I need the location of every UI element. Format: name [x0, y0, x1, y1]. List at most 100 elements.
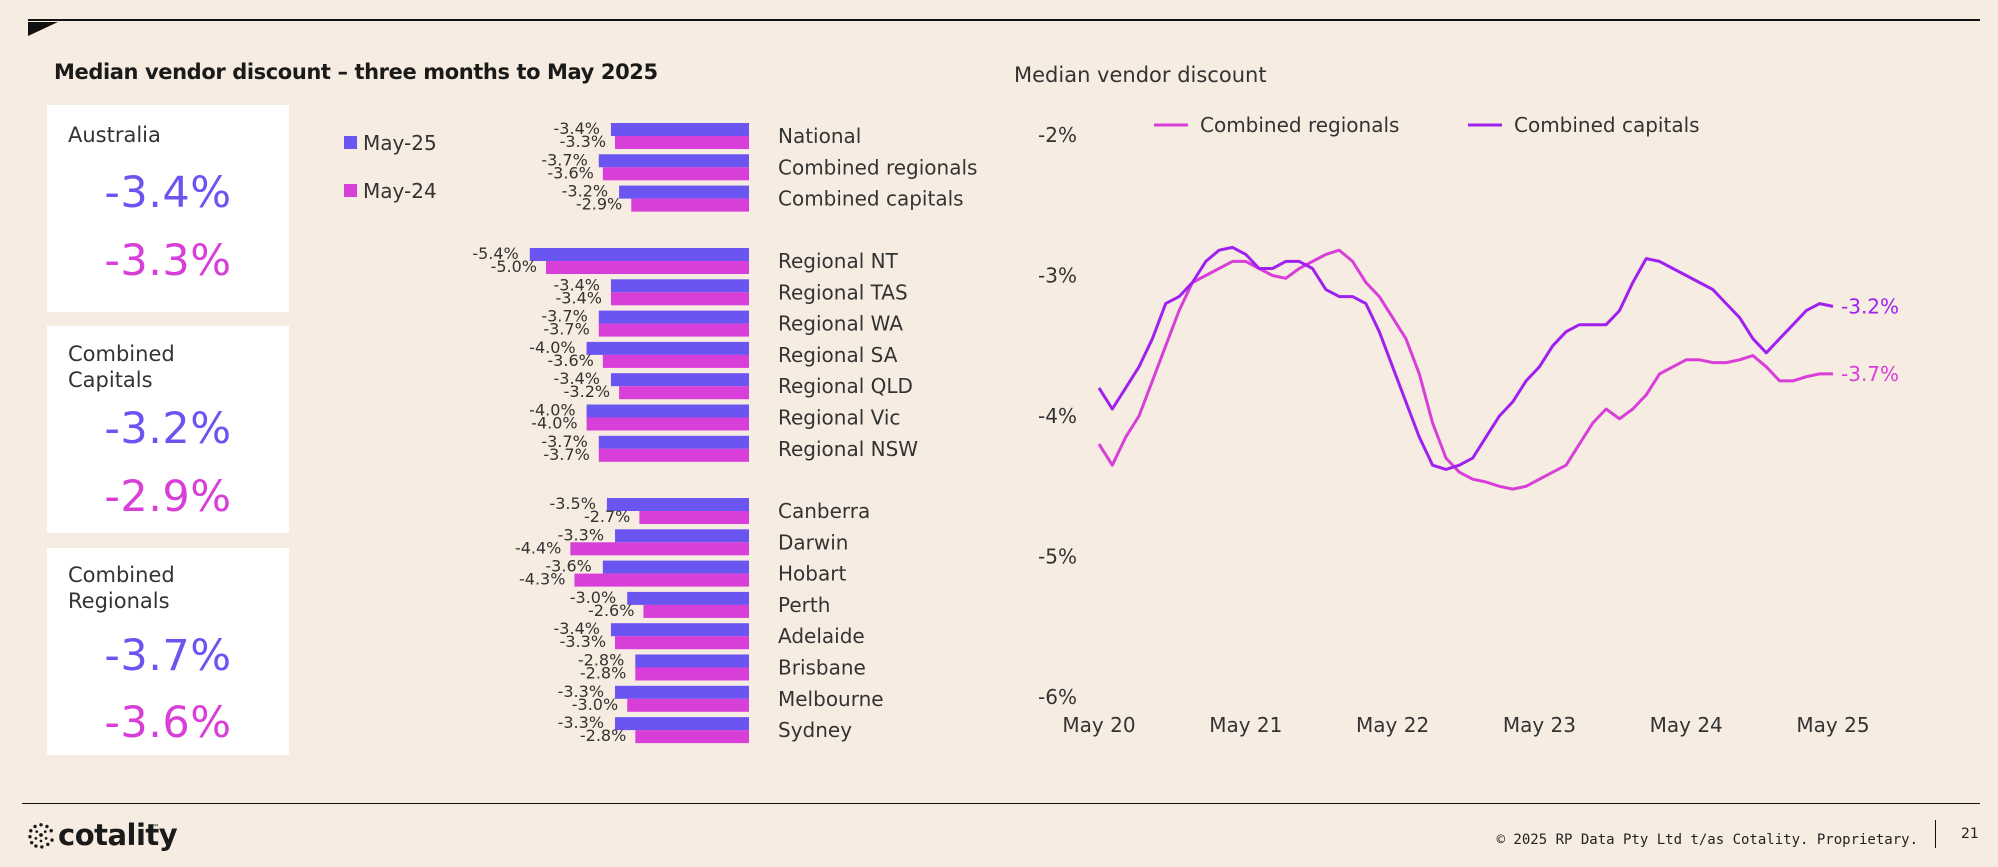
- footer-separator: [1935, 820, 1936, 848]
- y-tick-label: -2%: [1038, 123, 1077, 147]
- bar-may25-national: [610, 123, 749, 136]
- data-label-may25-adelaide: -3.4%: [554, 619, 600, 638]
- y-tick-label: -6%: [1038, 685, 1077, 709]
- bar-may25-regional-tas: [610, 279, 749, 293]
- legend-label-combined-regionals: Combined regionals: [1200, 113, 1399, 137]
- category-label-regional-sa: Regional SA: [778, 343, 898, 367]
- footer-trademark: ™: [152, 823, 160, 832]
- data-label-may24-hobart: -4.3%: [519, 570, 565, 589]
- category-label-combined-regionals: Combined regionals: [778, 155, 977, 179]
- end-label-combined-regionals: -3.7%: [1841, 362, 1899, 386]
- page-number: 21: [1961, 826, 1979, 842]
- data-label-may25-regional-tas: -3.4%: [554, 275, 600, 294]
- data-label-may24-melbourne: -3.0%: [572, 695, 618, 714]
- legend-swatch-may24: [344, 184, 357, 197]
- data-label-may25-regional-nt: -5.4%: [472, 244, 518, 263]
- category-label-national: National: [778, 124, 861, 148]
- bar-may25-combined-capitals: [619, 185, 749, 199]
- category-label-darwin: Darwin: [778, 530, 848, 554]
- bar-may25-melbourne: [615, 685, 749, 699]
- x-tick-label: May 22: [1356, 713, 1429, 737]
- category-label-combined-capitals: Combined capitals: [778, 187, 964, 211]
- category-label-adelaide: Adelaide: [778, 624, 865, 648]
- kpi-value-may25: -3.7%: [104, 631, 232, 681]
- series-line-combined-regionals: [1097, 248, 1833, 491]
- legend-label-may24: May-24: [363, 179, 437, 203]
- bar-may24-adelaide: [615, 636, 749, 650]
- kpi-card-combined-regionals: Combined Regionals -3.7% -3.6%: [47, 548, 289, 755]
- end-label-combined-capitals: -3.2%: [1841, 294, 1899, 318]
- kpi-card-combined-capitals: Combined Capitals -3.2% -2.9%: [47, 326, 289, 533]
- bar-may25-regional-nsw: [598, 435, 749, 449]
- data-label-may25-canberra: -3.5%: [549, 494, 595, 513]
- data-label-may24-perth: -2.6%: [588, 601, 634, 620]
- y-tick-label: -5%: [1038, 545, 1077, 569]
- data-label-may25-regional-vic: -4.0%: [529, 401, 575, 420]
- kpi-value-may25: -3.4%: [104, 168, 232, 218]
- x-tick-label: May 21: [1209, 713, 1282, 737]
- data-label-may25-regional-sa: -4.0%: [529, 338, 575, 357]
- category-label-regional-nsw: Regional NSW: [778, 437, 918, 461]
- bar-legend-may24: May-24: [344, 179, 437, 203]
- bar-may25-darwin: [615, 529, 749, 543]
- category-label-melbourne: Melbourne: [778, 687, 884, 711]
- bar-may25-adelaide: [610, 623, 749, 637]
- data-label-may24-brisbane: -2.8%: [580, 664, 626, 683]
- footer-brand: cotality: [58, 818, 178, 852]
- kpi-label: Combined Regionals: [68, 563, 175, 613]
- data-label-may24-regional-vic: -4.0%: [531, 414, 577, 433]
- kpi-label: Australia: [68, 123, 161, 147]
- bar-may25-sydney: [615, 717, 749, 731]
- category-label-perth: Perth: [778, 593, 830, 617]
- data-label-may24-sydney: -2.8%: [580, 726, 626, 745]
- data-label-may25-melbourne: -3.3%: [558, 682, 604, 701]
- data-label-may24-combined-regionals: -3.6%: [547, 163, 593, 182]
- data-label-may25-regional-wa: -3.7%: [541, 307, 587, 326]
- bar-may25-regional-qld: [610, 373, 749, 387]
- category-label-canberra: Canberra: [778, 499, 870, 523]
- data-label-may25-hobart: -3.6%: [545, 557, 591, 576]
- data-label-may24-adelaide: -3.3%: [560, 632, 606, 651]
- legend-label-combined-capitals: Combined capitals: [1514, 113, 1700, 137]
- bar-may25-regional-wa: [598, 310, 749, 324]
- data-label-may24-regional-nsw: -3.7%: [543, 445, 589, 464]
- x-tick-label: May 25: [1796, 713, 1869, 737]
- data-label-may25-combined-capitals: -3.2%: [562, 182, 608, 201]
- series-line-combined-capitals: [1097, 245, 1834, 471]
- legend-swatch-may25: [344, 136, 357, 149]
- bar-may24-melbourne: [627, 698, 749, 712]
- category-label-regional-vic: Regional Vic: [778, 406, 900, 430]
- bar-may24-darwin: [570, 542, 749, 556]
- cotality-logo-icon: [28, 823, 54, 849]
- kpi-value-may24: -3.6%: [104, 698, 232, 748]
- kpi-label: Combined Capitals: [68, 342, 175, 392]
- top-rule: [28, 19, 1980, 21]
- bar-may24-regional-vic: [586, 417, 749, 431]
- bar-may24-regional-qld: [619, 386, 749, 400]
- category-label-hobart: Hobart: [778, 562, 846, 586]
- data-label-may24-national: -3.3%: [560, 132, 606, 151]
- data-label-may24-regional-wa: -3.7%: [543, 320, 589, 339]
- data-label-may24-regional-qld: -3.2%: [564, 382, 610, 401]
- data-label-may25-brisbane: -2.8%: [578, 651, 624, 670]
- kpi-card-australia: Australia -3.4% -3.3%: [47, 105, 289, 312]
- data-label-may24-regional-sa: -3.6%: [547, 351, 593, 370]
- data-label-may24-combined-capitals: -2.9%: [576, 195, 622, 214]
- data-label-may24-regional-nt: -5.0%: [491, 257, 537, 276]
- bar-may24-perth: [643, 604, 749, 618]
- y-tick-label: -3%: [1038, 264, 1077, 288]
- kpi-value-may25: -3.2%: [104, 404, 232, 454]
- bar-may24-regional-nsw: [598, 448, 749, 462]
- data-label-may25-combined-regionals: -3.7%: [541, 150, 587, 169]
- corner-flag-icon: [28, 22, 58, 36]
- bar-may24-regional-wa: [598, 323, 749, 337]
- bar-may25-hobart: [602, 560, 749, 574]
- footer-copyright: © 2025 RP Data Pty Ltd t/as Cotality. Pr…: [1496, 832, 1918, 848]
- bar-chart: -3.4%-3.3% National-3.7%-3.6% Combined reg…: [472, 119, 977, 745]
- line-chart: -2% -3% -4% -5% -6% May 20 May 21 May 22 May 23 M…: [1038, 113, 1899, 737]
- data-label-may24-darwin: -4.4%: [515, 538, 561, 557]
- bar-may25-regional-vic: [586, 404, 749, 418]
- data-label-may25-perth: -3.0%: [570, 588, 616, 607]
- line-chart-title: Median vendor discount: [1014, 63, 1267, 87]
- bar-may24-regional-sa: [602, 354, 749, 368]
